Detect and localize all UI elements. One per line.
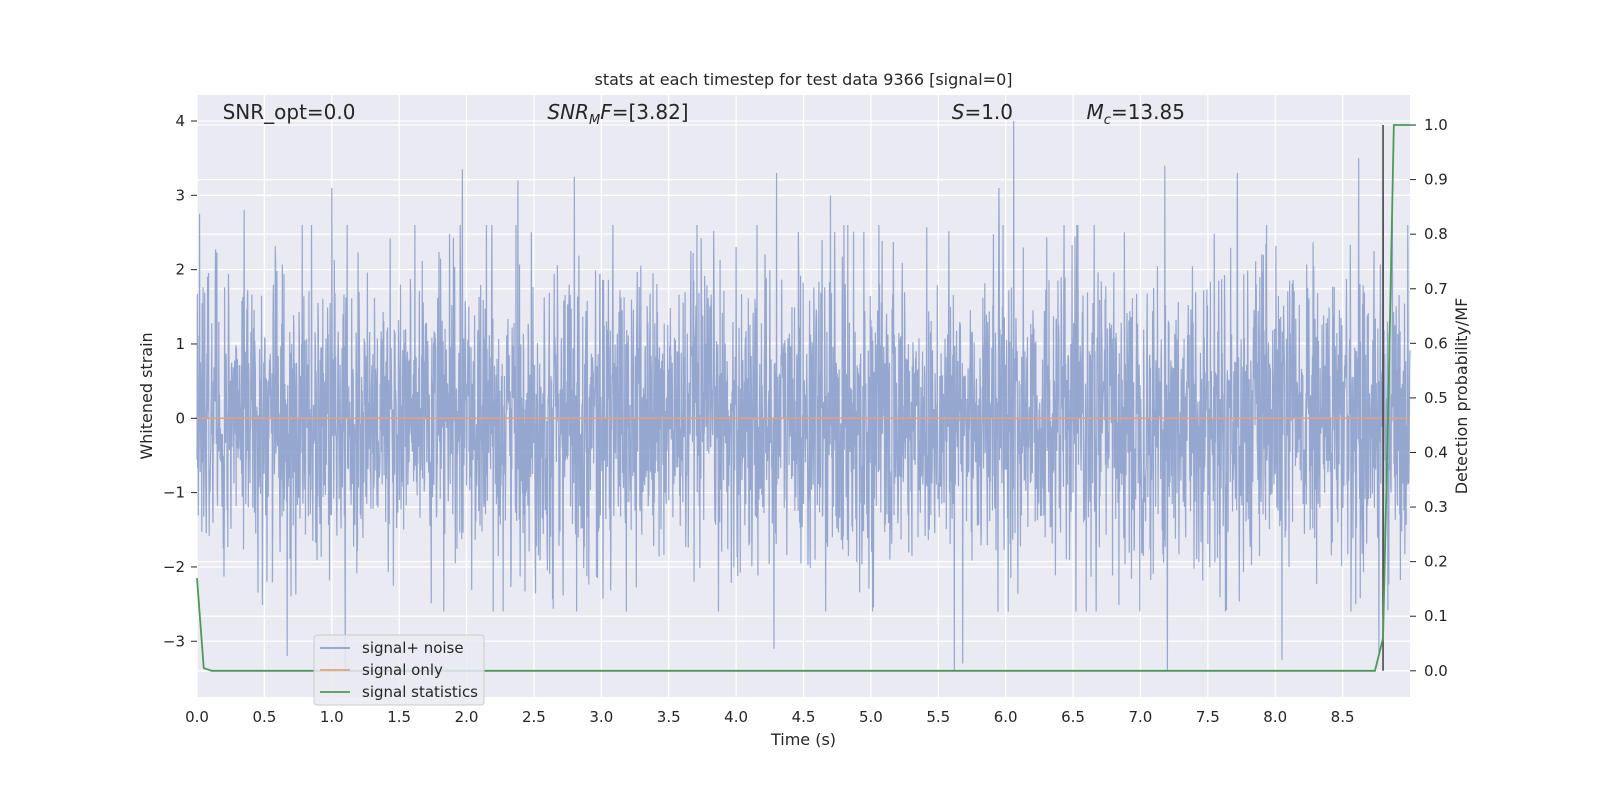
- annotation-s-value: =1.0: [964, 100, 1013, 124]
- legend-label: signal+ noise: [362, 639, 464, 657]
- x-tick-label: 2.0: [455, 708, 479, 726]
- x-tick-label: 7.5: [1196, 708, 1220, 726]
- y-tick-label: −3: [163, 632, 185, 650]
- x-tick-label: 6.0: [994, 708, 1018, 726]
- y-right-tick-label: 0.0: [1424, 662, 1448, 680]
- x-axis-label: Time (s): [770, 730, 836, 749]
- y-tick-label: 3: [175, 186, 185, 204]
- x-tick-label: 8.0: [1263, 708, 1287, 726]
- x-tick-label: 1.0: [320, 708, 344, 726]
- legend-label: signal statistics: [362, 683, 478, 701]
- y-tick-label: −2: [163, 558, 185, 576]
- annotation-snr-mf-sub: M: [589, 113, 600, 128]
- y-right-tick-label: 0.8: [1424, 225, 1448, 243]
- x-tick-label: 7.0: [1129, 708, 1153, 726]
- annotation-snr-mf-rest: F: [600, 100, 612, 124]
- legend: signal+ noise signal only signal statistic…: [313, 634, 485, 706]
- y-tick-label: 4: [175, 112, 185, 130]
- y-right-tick-label: 0.5: [1424, 389, 1448, 407]
- x-tick-label: 2.5: [522, 708, 546, 726]
- x-tick-label: 1.5: [387, 708, 411, 726]
- x-tick-label: 4.5: [792, 708, 816, 726]
- legend-label: signal only: [362, 661, 443, 679]
- chart-title: stats at each timestep for test data 936…: [594, 70, 1012, 89]
- x-tick-label: 4.0: [724, 708, 748, 726]
- y-right-tick-label: 0.9: [1424, 171, 1448, 189]
- y-axis-label: Whitened strain: [137, 332, 156, 459]
- x-tick-label: 8.5: [1331, 708, 1355, 726]
- x-tick-label: 3.0: [589, 708, 613, 726]
- lines: [196, 124, 1410, 672]
- signal-statistics-line: [196, 124, 1410, 672]
- x-tick-label: 5.0: [859, 708, 883, 726]
- y-tick-label: −1: [163, 484, 185, 502]
- annotation-mc-sub: c: [1104, 113, 1111, 128]
- annotation-snr-opt: SNR_opt=0.0: [223, 100, 356, 124]
- x-tick-label: 0.5: [252, 708, 276, 726]
- annotation-snr-mf-value: =[3.82]: [612, 100, 689, 124]
- annotation-mc: Mc=13.85: [1087, 100, 1185, 128]
- x-tick-label: 0.0: [185, 708, 209, 726]
- annotations: SNR_opt=0.0 SNRMF=[3.82] S=1.0 Mc=13.85: [223, 100, 1185, 128]
- signal-noise-series: [196, 121, 1411, 671]
- signal-noise-line: [196, 121, 1411, 671]
- x-tick-label: 5.5: [926, 708, 950, 726]
- y-right-tick-label: 0.7: [1424, 280, 1448, 298]
- y-right-tick-label: 0.3: [1424, 498, 1448, 516]
- y-right-tick-label: 0.1: [1424, 607, 1448, 625]
- y-tick-label: 2: [175, 261, 185, 279]
- annotation-s-main: S: [952, 100, 965, 124]
- annotation-snr-mf-main: SNR: [547, 100, 589, 124]
- y-tick-label: 1: [175, 335, 185, 353]
- ticks: 0.0 0.5 1.0 1.5 2.0 2.5 3.0 3.5 4.0 4.5 5.0 5.5 6.0 6…: [163, 112, 1448, 726]
- x-tick-label: 6.5: [1061, 708, 1085, 726]
- legend-box: [313, 634, 485, 706]
- y-right-tick-label: 0.4: [1424, 443, 1448, 461]
- annotation-mc-value: =13.85: [1111, 100, 1185, 124]
- y-tick-label: 0: [175, 409, 185, 427]
- x-tick-label: 3.5: [657, 708, 681, 726]
- y-axis-right-label: Detection probability/MF: [1452, 298, 1471, 495]
- y-right-tick-label: 0.6: [1424, 334, 1448, 352]
- annotation-snr-mf: SNRMF=[3.82]: [547, 100, 688, 128]
- annotation-s: S=1.0: [952, 100, 1013, 124]
- y-right-tick-label: 1.0: [1424, 116, 1448, 134]
- annotation-mc-main: M: [1087, 100, 1104, 124]
- y-right-tick-label: 0.2: [1424, 553, 1448, 571]
